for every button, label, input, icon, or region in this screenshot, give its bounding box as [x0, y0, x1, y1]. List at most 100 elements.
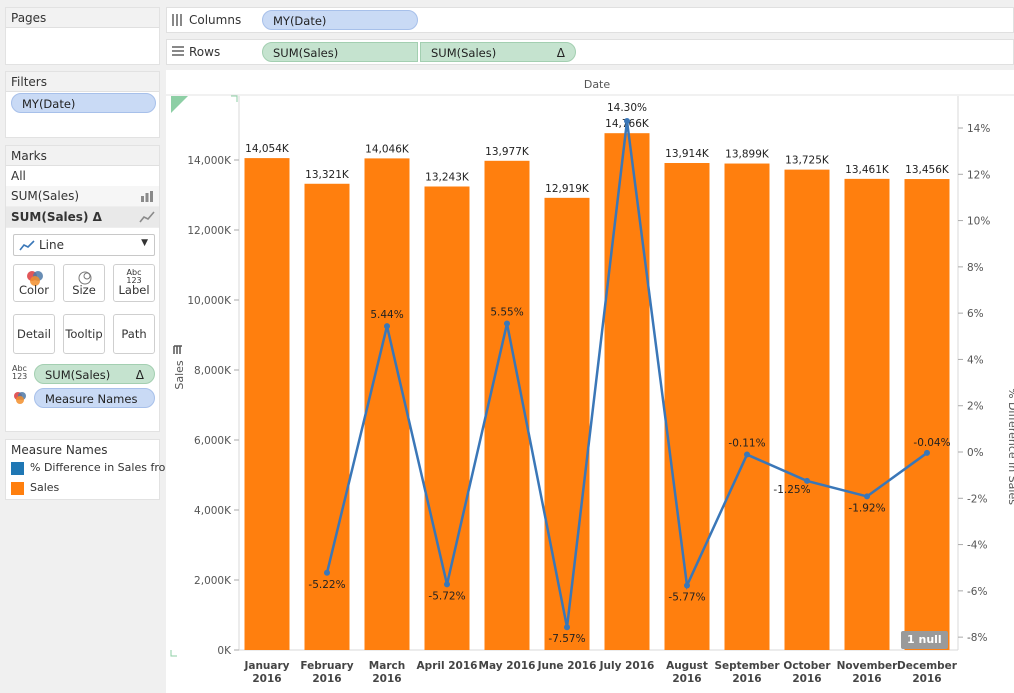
path-label: Path [121, 327, 147, 341]
legend-swatch-orange [11, 482, 24, 495]
x-category-year: 2016 [732, 673, 761, 685]
pct-diff-point [324, 569, 330, 576]
pct-diff-point [384, 323, 390, 330]
sales-chart[interactable]: Date 0K 2,000K 4,000K 6,000K 8,000K 10,000K 12,… [166, 70, 1014, 693]
pct-diff-point [684, 582, 690, 589]
bar-value-label: 13,243K [425, 171, 470, 183]
y-tick-label: 0K [217, 645, 232, 657]
corner-marker [170, 650, 177, 657]
marks-layer-all[interactable]: All [6, 166, 159, 187]
x-category-label: November [837, 660, 899, 672]
y2-tick-label: 2% [967, 401, 984, 413]
size-icon [78, 271, 92, 285]
filters-title: Filters [6, 72, 159, 92]
filters-card[interactable]: Filters MY(Date) [5, 71, 160, 138]
pct-diff-point [444, 581, 450, 588]
x-category-label: August [666, 660, 708, 672]
marks-field-sum-sales[interactable]: SUM(Sales) Δ [34, 364, 155, 384]
y-tick-label: 14,000K [187, 155, 232, 167]
sales-bar [784, 169, 830, 650]
columns-pill-my-date[interactable]: MY(Date) [262, 10, 418, 30]
pct-diff-label: -5.22% [308, 579, 345, 591]
label-button[interactable]: Abc 123 Label [113, 264, 155, 302]
x-category-label: May 2016 [479, 660, 536, 672]
size-button[interactable]: Size [63, 264, 105, 302]
pct-diff-label: -1.25% [773, 484, 810, 496]
chevron-down-icon: ▼ [141, 238, 148, 248]
y2-axis-title: % Difference in Sales [1006, 388, 1014, 505]
legend-title: Measure Names [6, 440, 159, 460]
x-category-label: February [300, 660, 353, 672]
sales-bar [364, 158, 410, 650]
x-category-label: July 2016 [599, 660, 655, 672]
marks-field-measure-names[interactable]: Measure Names [34, 388, 155, 408]
x-category-year: 2016 [312, 673, 341, 685]
abc-123-field-icon: Abc 123 [12, 364, 28, 381]
sales-bar [724, 163, 770, 650]
x-category-year: 2016 [372, 673, 401, 685]
legend-label: % Difference in Sales fro.. [30, 461, 173, 474]
null-badge[interactable]: 1 null [901, 631, 948, 649]
x-category-label: April 2016 [417, 660, 478, 672]
sales-bar [604, 133, 650, 650]
tooltip-button[interactable]: Tooltip [63, 314, 105, 354]
chart-area[interactable]: Date 0K 2,000K 4,000K 6,000K 8,000K 10,000K 12,… [166, 70, 1014, 693]
y2-tick-label: -6% [967, 586, 987, 598]
date-header: Date [584, 78, 611, 91]
path-button[interactable]: Path [113, 314, 155, 354]
pct-diff-label: -7.57% [548, 633, 585, 645]
sales-bar [424, 186, 470, 650]
bar-value-label: 13,914K [665, 148, 710, 160]
detail-button[interactable]: Detail [13, 314, 55, 354]
rows-label: Rows [189, 45, 221, 59]
x-category-year: 2016 [672, 673, 701, 685]
pct-diff-point [744, 451, 750, 458]
x-category-year: 2016 [852, 673, 881, 685]
bar-value-label: 14,046K [365, 143, 410, 155]
mark-type-select[interactable]: Line ▼ [13, 234, 155, 256]
pct-diff-point [804, 477, 810, 484]
pct-diff-label: 5.55% [490, 307, 523, 319]
y2-tick-label: -8% [967, 632, 987, 644]
rows-pill-sum-sales[interactable]: SUM(Sales) [262, 42, 418, 62]
legend-card[interactable]: Measure Names % Difference in Sales fro.… [5, 439, 172, 500]
columns-shelf[interactable]: Columns MY(Date) [166, 7, 1014, 33]
y2-tick-label: 8% [967, 262, 984, 274]
x-category-year: 2016 [792, 673, 821, 685]
color-button[interactable]: Color [13, 264, 55, 302]
marks-card[interactable]: Marks All SUM(Sales) SUM(Sales) Δ Line ▼… [5, 145, 160, 432]
rows-icon [172, 46, 184, 56]
x-category-label: January [243, 660, 289, 672]
pct-diff-point [624, 118, 630, 125]
corner-marker [231, 95, 238, 102]
y-tick-label: 6,000K [194, 435, 232, 447]
rows-pill-sum-sales-delta[interactable]: SUM(Sales) Δ [420, 42, 576, 62]
bar-value-label: 14,054K [245, 143, 290, 155]
sales-bar [244, 158, 290, 651]
label-label: Label [118, 283, 150, 297]
y-tick-label: 10,000K [187, 295, 232, 307]
bar-value-label: 13,899K [725, 149, 770, 161]
color-field-icon [14, 392, 26, 404]
rows-shelf[interactable]: Rows SUM(Sales) SUM(Sales) Δ [166, 39, 1014, 65]
pct-diff-point [504, 320, 510, 327]
corner-marker [171, 96, 188, 113]
y-tick-label: 4,000K [194, 505, 232, 517]
bar-value-label: 13,977K [485, 146, 530, 158]
y2-tick-label: -2% [967, 493, 987, 505]
size-label: Size [72, 283, 96, 297]
pct-diff-label: 5.44% [370, 309, 403, 321]
bar-value-label: 12,919K [545, 183, 590, 195]
marks-layer-sum-sales[interactable]: SUM(Sales) [6, 186, 159, 207]
marks-layer-sum-sales-delta[interactable]: SUM(Sales) Δ [6, 207, 159, 228]
pages-card[interactable]: Pages [5, 7, 160, 65]
x-category-label: June 2016 [537, 660, 597, 672]
pct-diff-point [924, 449, 930, 456]
pct-diff-point [864, 493, 870, 500]
legend-item-pct-diff[interactable]: % Difference in Sales fro.. [11, 460, 172, 478]
sales-bar [904, 179, 950, 650]
y2-tick-label: 12% [967, 169, 990, 181]
legend-item-sales[interactable]: Sales [11, 480, 156, 498]
pct-diff-label: -0.11% [728, 438, 765, 450]
filter-pill-my-date[interactable]: MY(Date) [11, 93, 156, 113]
